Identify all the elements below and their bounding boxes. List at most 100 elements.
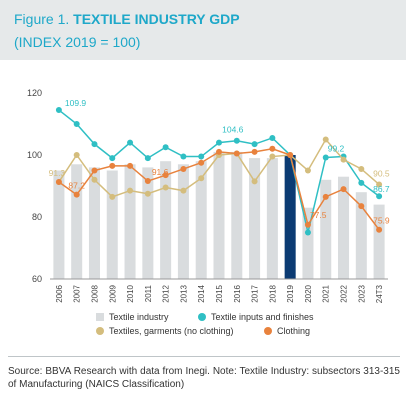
series-1-point-2021 xyxy=(322,136,329,143)
x-tick-label: 2021 xyxy=(322,284,331,302)
bar-2014 xyxy=(195,161,207,279)
series-2-point-2012 xyxy=(162,172,169,179)
bar-2017 xyxy=(249,158,261,279)
data-label: 75.9 xyxy=(373,216,390,226)
series-2-point-2013 xyxy=(180,165,187,172)
x-tick-label: 24T3 xyxy=(375,284,384,303)
series-1-point-2010 xyxy=(127,187,134,194)
data-label: 90.5 xyxy=(373,168,390,178)
bar-2015 xyxy=(213,151,225,279)
legend-swatch-textiles-garments xyxy=(96,327,104,335)
bar-2018 xyxy=(266,158,278,279)
legend-swatch-clothing xyxy=(264,327,272,335)
figure-label: Figure 1. xyxy=(14,11,70,27)
series-0-point-2014 xyxy=(198,153,205,160)
series-2-point-24T3 xyxy=(376,226,383,233)
data-label: 99.2 xyxy=(328,143,345,153)
x-tick-label: 2014 xyxy=(197,284,206,302)
series-2-point-2019 xyxy=(287,152,294,158)
x-tick-label: 2011 xyxy=(144,284,153,302)
series-2-point-2009 xyxy=(109,162,116,169)
series-0-point-2015 xyxy=(216,139,222,146)
series-0-point-2020 xyxy=(304,229,311,236)
series-0-point-2008 xyxy=(91,141,98,148)
series-2-point-2010 xyxy=(127,162,134,169)
series-0-point-2006 xyxy=(55,107,62,114)
series-1-point-2017 xyxy=(251,178,258,185)
series-1-point-2022 xyxy=(340,156,347,163)
bar-2008 xyxy=(88,167,100,279)
series-1-point-2018 xyxy=(269,153,276,160)
series-0-point-2010 xyxy=(127,139,134,146)
legend-label-clothing: Clothing xyxy=(277,326,311,336)
legend-item-textiles-garments: Textiles, garments (no clothing) xyxy=(96,326,234,336)
series-1-point-2013 xyxy=(180,187,187,194)
x-tick-label: 2007 xyxy=(73,284,82,302)
series-1-point-2012 xyxy=(162,184,169,191)
series-2-point-2016 xyxy=(233,150,240,157)
series-1-point-2023 xyxy=(358,165,365,172)
data-label: 104.6 xyxy=(222,125,244,135)
series-2-point-2006 xyxy=(55,178,62,185)
series-2-point-2011 xyxy=(144,178,151,185)
legend-item-textile-inputs: Textile inputs and finishes xyxy=(198,312,314,322)
series-2-point-2021 xyxy=(322,193,329,200)
legend-label-textiles-garments: Textiles, garments (no clothing) xyxy=(109,326,234,336)
series-1-point-24T3 xyxy=(376,181,383,188)
x-tick-label: 2006 xyxy=(55,284,64,302)
bar-24T3 xyxy=(373,204,385,279)
x-tick-label: 2018 xyxy=(268,284,277,302)
legend-label-textile-inputs: Textile inputs and finishes xyxy=(211,312,314,322)
series-1-point-2008 xyxy=(91,176,98,183)
bar-2020 xyxy=(302,207,314,279)
x-tick-label: 2010 xyxy=(126,284,135,302)
bar-2019 xyxy=(284,155,296,279)
series-1-point-2011 xyxy=(144,190,151,197)
bar-2016 xyxy=(231,151,243,279)
series-0-point-2013 xyxy=(180,153,187,160)
series-0-point-2018 xyxy=(269,134,276,141)
series-1-point-2007 xyxy=(73,152,80,158)
figure-subtitle: (INDEX 2019 = 100) xyxy=(14,34,141,50)
source-divider xyxy=(8,356,400,357)
x-tick-label: 2008 xyxy=(90,284,99,302)
y-tick-label: 80 xyxy=(32,212,42,222)
legend-swatch-textile-inputs xyxy=(198,313,206,321)
x-tick-label: 2017 xyxy=(251,284,260,302)
x-tick-label: 2022 xyxy=(340,284,349,302)
bar-2010 xyxy=(124,164,136,279)
series-1-point-2009 xyxy=(109,193,116,200)
legend-swatch-textile-industry xyxy=(96,313,104,321)
x-tick-label: 2015 xyxy=(215,284,224,302)
series-2-point-2022 xyxy=(340,186,347,193)
bar-2023 xyxy=(355,192,367,279)
x-tick-label: 2009 xyxy=(108,284,117,302)
bar-2011 xyxy=(142,167,154,279)
bar-2009 xyxy=(106,170,118,279)
figure-title-line: Figure 1. TEXTILE INDUSTRY GDP xyxy=(14,11,240,27)
series-2-point-2017 xyxy=(251,148,258,155)
legend-label-textile-industry: Textile industry xyxy=(109,312,169,322)
legend-item-textile-industry: Textile industry xyxy=(96,312,169,322)
data-label: 87.2 xyxy=(68,181,85,191)
bar-2013 xyxy=(177,164,189,279)
series-0-point-2007 xyxy=(73,121,80,127)
series-0-point-2009 xyxy=(109,155,116,162)
series-0-point-2012 xyxy=(162,144,169,151)
y-tick-label: 100 xyxy=(27,150,42,160)
bar-2007 xyxy=(71,164,83,279)
x-tick-label: 2019 xyxy=(286,284,295,302)
x-tick-label: 2020 xyxy=(304,284,313,302)
x-tick-label: 2013 xyxy=(179,284,188,302)
series-1-point-2014 xyxy=(198,175,205,182)
series-2-point-2014 xyxy=(198,159,205,166)
y-tick-label: 120 xyxy=(27,88,42,98)
series-2-point-2007 xyxy=(73,191,80,198)
series-2-point-2020 xyxy=(304,221,311,228)
bar-2006 xyxy=(53,170,65,279)
series-2-point-2018 xyxy=(269,145,276,152)
data-label: 86.7 xyxy=(373,184,390,194)
bar-2021 xyxy=(320,179,332,279)
series-0-point-2021 xyxy=(322,154,329,161)
